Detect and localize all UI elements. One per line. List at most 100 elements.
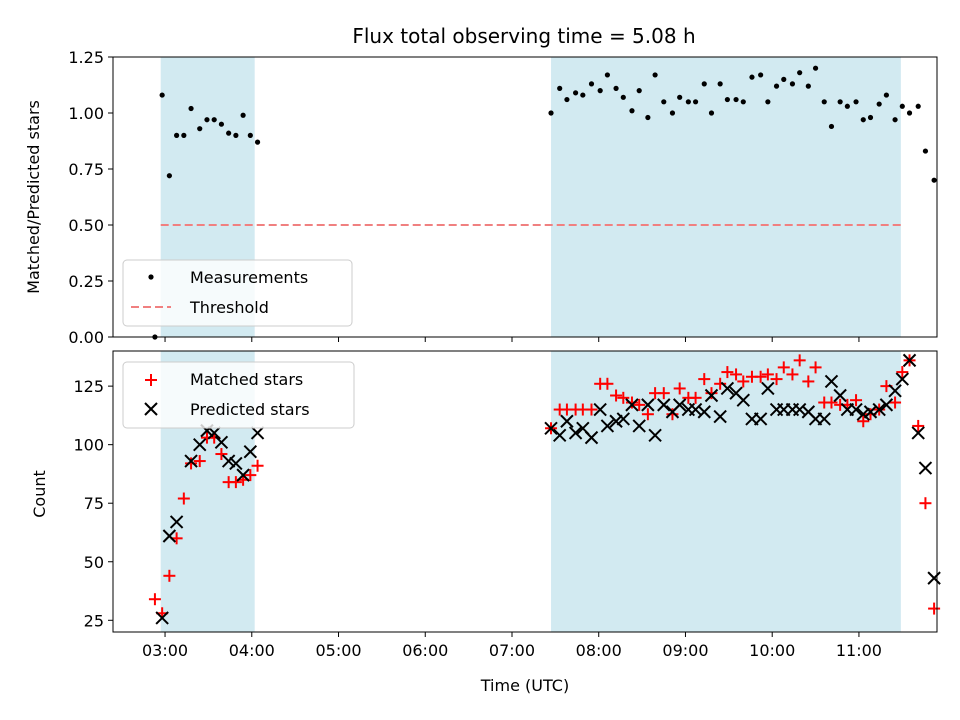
measurement-point [645, 114, 651, 121]
matched-star-point [802, 375, 815, 388]
predicted-star-point [552, 428, 567, 443]
y-tick-label: 25 [84, 611, 104, 630]
matched-star-point [928, 602, 941, 615]
axes-frame-top [112, 56, 938, 338]
predicted-star-point [593, 402, 607, 417]
measurement-point [685, 99, 691, 105]
matched-star-point [889, 396, 902, 409]
predicted-star-point [720, 381, 735, 396]
predicted-star-point [856, 407, 870, 421]
predicted-star-point [243, 444, 258, 459]
matched-star-point [244, 469, 257, 482]
ratio-panel: 0.00 0.25 0.50 0.75 1.00 1.25 Matched/Predict… [24, 48, 938, 347]
matched-stars-points [148, 354, 941, 620]
predicted-star-point [911, 426, 925, 440]
measurement-point [233, 132, 239, 138]
measurement-point [805, 83, 811, 89]
matched-star-point [617, 391, 630, 404]
x-axis-label: Time (UTC) [480, 676, 569, 695]
matched-star-point [730, 368, 743, 381]
predicted-star-point [792, 402, 807, 417]
matched-star-point [177, 492, 190, 505]
predicted-star-point [169, 515, 184, 529]
measurement-point [749, 74, 755, 80]
x-tick-label: 07:00 [489, 641, 535, 660]
predicted-star-point [824, 374, 839, 389]
predicted-star-point [584, 430, 599, 445]
y-tick-label: 0.50 [68, 216, 104, 235]
matched-star-point [919, 497, 932, 510]
predicted-star-point [648, 428, 662, 443]
matched-star-point [163, 569, 176, 582]
predicted-star-point [888, 384, 902, 398]
measurement-point [174, 132, 180, 138]
matched-star-point [850, 394, 863, 407]
legend-label-predicted: Predicted stars [190, 400, 310, 419]
matched-star-point [601, 377, 614, 390]
measurement-point [166, 173, 172, 179]
measurement-point [765, 99, 771, 105]
measurement-point [629, 108, 635, 114]
measurement-point [876, 101, 882, 107]
legend-marker-predicted [144, 402, 158, 416]
measurement-point [773, 83, 780, 89]
measurement-point [692, 99, 699, 105]
predicted-star-point [736, 393, 750, 407]
predicted-star-point [849, 402, 863, 417]
measurement-point [717, 81, 723, 87]
predicted-star-point [817, 412, 831, 426]
measurement-point [677, 94, 683, 100]
matched-star-point [633, 398, 646, 411]
matched-star-point [673, 382, 686, 395]
legend-marker-matched [145, 374, 157, 386]
predicted-star-point [879, 398, 894, 412]
legend-label-measurements: Measurements [190, 268, 308, 287]
matched-star-point [786, 368, 799, 381]
y-tick-label: 100 [73, 436, 104, 455]
measurement-point [613, 85, 619, 91]
predicted-star-point [672, 398, 687, 412]
predicted-star-point [236, 468, 250, 482]
measurement-point [548, 110, 554, 116]
predicted-star-point [568, 426, 583, 440]
matched-star-point [714, 377, 727, 390]
observing-band [551, 351, 901, 632]
predicted-star-point [250, 426, 265, 440]
measurement-point [789, 81, 796, 87]
measurement-point [853, 99, 859, 105]
matched-star-point [585, 403, 598, 416]
predicted-star-point [927, 571, 941, 585]
x-tick-label: 05:00 [315, 641, 361, 660]
measurement-point [899, 103, 905, 109]
predicted-star-point [193, 437, 207, 452]
y-axis-label-top: Matched/Predicted stars [24, 100, 43, 294]
measurement-point [620, 94, 626, 100]
measurement-point [588, 81, 595, 87]
predicted-star-point [641, 398, 655, 412]
matched-star-point [705, 387, 718, 400]
measurement-point [181, 132, 187, 138]
predicted-star-point [609, 414, 623, 428]
y-tick-label: 75 [84, 494, 104, 513]
chart-title: Flux total observing time = 5.08 h [352, 24, 695, 48]
legend-box-top [122, 259, 353, 327]
measurement-point [240, 112, 246, 118]
predicted-star-point [918, 461, 933, 475]
measurement-point [892, 117, 898, 123]
matched-star-point [793, 354, 806, 367]
measurement-point [758, 72, 764, 78]
matched-star-point [777, 361, 790, 374]
predicted-star-point [657, 398, 671, 412]
axes-frame-bottom [112, 350, 938, 633]
matched-star-point [721, 366, 734, 379]
measurement-point [669, 110, 676, 116]
matched-star-point [251, 459, 264, 472]
legend-label-matched: Matched stars [190, 370, 303, 389]
measurement-point [197, 126, 203, 132]
matched-star-point [825, 396, 838, 409]
measurement-point [837, 99, 843, 105]
measurement-point [247, 132, 253, 138]
predicted-star-point [544, 421, 558, 435]
matched-star-point [857, 415, 870, 428]
y-axis-ticks-bottom: 25 50 75 100 125 [73, 377, 113, 630]
